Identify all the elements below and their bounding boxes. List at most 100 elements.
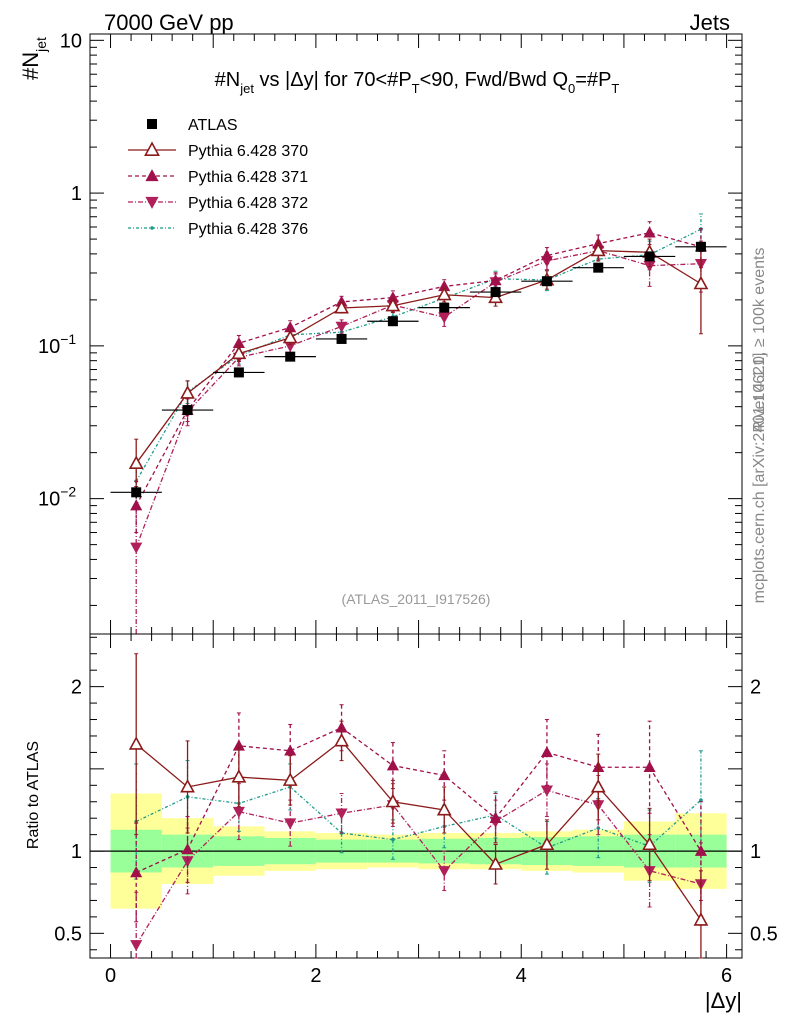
point-p371 [232,739,245,751]
point-p371 [540,746,553,758]
legend-marker-atlas [147,119,157,129]
point-atlas [439,302,450,313]
x-tick-label: 6 [721,965,732,987]
point-p376 [391,837,395,842]
legend-label-p370: Pythia 6.428 370 [188,143,308,160]
x-tick-label: 4 [516,965,527,987]
ratio-ylabel: Ratio to ATLAS [25,741,42,849]
point-atlas [541,276,552,287]
point-atlas [336,333,347,344]
point-p372 [130,940,143,952]
point-p371 [438,280,451,292]
point-p371 [438,769,451,781]
main-panel: 10 1 10−1 10−2 [38,30,743,635]
legend-label-p371: Pythia 6.428 371 [188,169,308,186]
point-p370 [488,856,503,870]
point-p370 [693,912,709,926]
point-p371 [386,291,399,303]
point-p371 [386,759,399,771]
series-p370 [128,653,709,959]
legend-marker-p370 [144,141,160,156]
point-p370 [180,778,195,793]
series-p371 [130,221,707,534]
point-atlas [131,487,142,498]
ratio-xlabel: |Δy| [705,988,742,1013]
header-left: 7000 GeV pp [104,10,234,35]
point-p371 [130,499,143,511]
ratio-y-tick-label: 0.5 [54,923,82,945]
ratio-frame [89,633,743,959]
legend: ATLAS Pythia 6.428 370 Pythia 6.428 371 Pyt… [128,117,308,238]
legend-item-p376: Pythia 6.428 376 [128,221,308,238]
point-p370 [231,769,247,783]
point-p370 [334,732,349,747]
point-p370 [385,297,401,312]
series-line-p370 [135,249,702,464]
y-tick-label: 10−2 [38,484,76,511]
point-p370 [590,778,606,793]
point-p371 [181,843,194,855]
point-p370 [693,275,709,290]
point-atlas [233,367,244,378]
point-p371 [489,274,502,286]
series-line-p376 [135,228,702,482]
point-p372 [284,341,297,353]
point-p370 [436,801,452,816]
point-p371 [694,844,707,856]
legend-item-atlas: ATLAS [147,117,238,134]
ratio-y-tick-label: 1 [71,841,82,863]
point-p372 [232,806,245,818]
point-atlas [387,316,398,327]
legend-marker-p372 [145,196,159,209]
point-p371 [489,811,502,823]
ratio-y-tick-label-right: 1 [750,841,761,863]
point-p371 [540,249,553,261]
point-p372 [438,866,451,878]
point-p372 [438,312,451,324]
header-right: Jets [690,10,730,35]
legend-item-p371: Pythia 6.428 371 [128,169,308,186]
series-p371 [130,704,707,923]
point-p370 [128,736,144,750]
x-tick-label: 0 [105,965,116,987]
y-tick-label: 1 [71,183,82,205]
point-p370 [282,772,298,786]
y-tick-label: 10−1 [38,331,76,358]
legend-label-p372: Pythia 6.428 372 [188,195,308,212]
point-p376 [596,826,601,830]
point-atlas [695,241,706,252]
point-atlas [644,251,655,262]
ratio-y-tick-label-right: 0.5 [750,923,778,945]
point-p370 [590,242,606,257]
point-p372 [540,785,553,797]
point-p376 [699,798,703,802]
series-line-p370 [135,740,702,921]
point-atlas [182,405,193,416]
point-p370 [642,836,657,851]
point-p371 [284,744,297,756]
main-ylabel: #Njet [18,37,49,80]
point-p370 [282,329,298,344]
watermark: (ATLAS_2011_I917526) [342,591,491,607]
point-atlas [285,351,296,362]
legend-label-atlas: ATLAS [188,117,238,134]
point-p370 [539,836,555,851]
point-p370 [231,345,247,360]
legend-marker-p371 [145,169,159,182]
ratio-panel: 2 2 1 1 0.5 0.5 0 2 4 6 [54,633,778,987]
point-p370 [128,455,144,469]
point-p371 [284,321,297,333]
x-tick-label: 2 [310,965,321,987]
rivet-label: Rivet 4.1.0, ≥ 100k events [751,248,768,433]
point-p372 [335,808,348,820]
series-line-p372 [135,249,701,548]
point-p371 [130,866,143,878]
main-title: #Njet vs |Δy| for 70<#PT<90, Fwd/Bwd Q0=… [215,69,620,96]
point-p370 [334,299,349,314]
point-p372 [181,856,194,868]
point-p371 [643,760,656,772]
point-atlas [593,262,604,273]
point-p372 [130,542,143,554]
point-atlas [490,287,501,298]
